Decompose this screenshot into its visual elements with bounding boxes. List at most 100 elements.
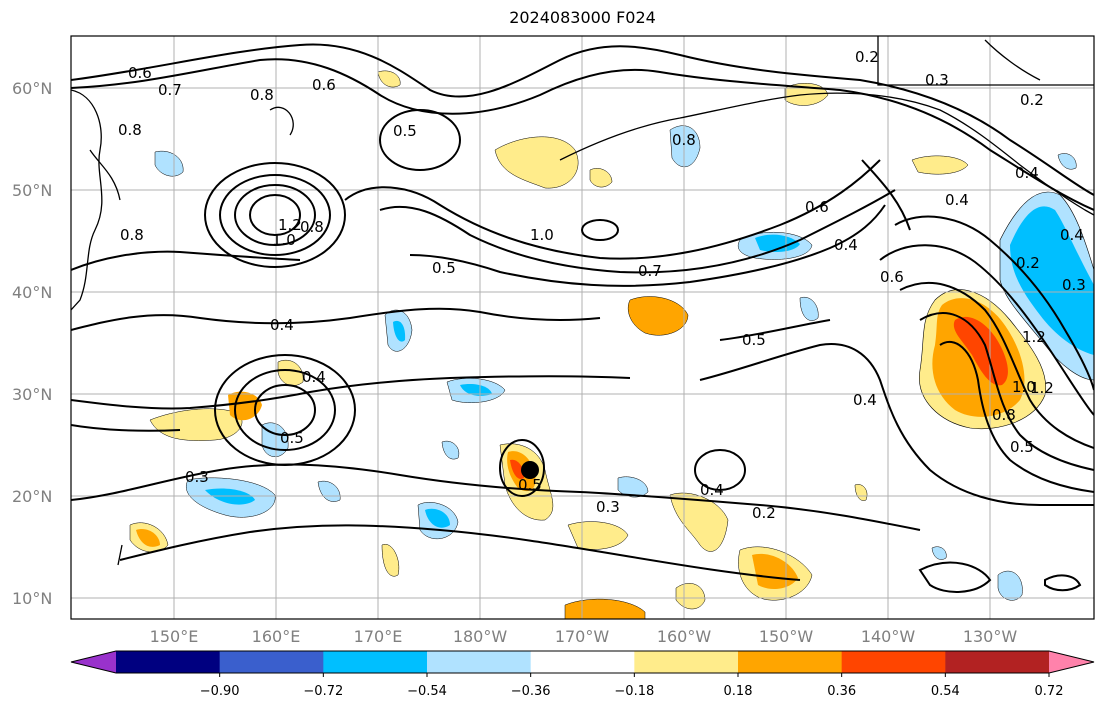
lon-label: 140°W <box>861 627 916 646</box>
contour-label: 1.0 <box>1012 378 1036 396</box>
contour-label: 0.6 <box>128 64 152 82</box>
contour-label: 0.6 <box>805 198 829 216</box>
contour-label: 0.4 <box>302 368 326 386</box>
shaded-patch <box>510 459 525 480</box>
contour-label: 0.8 <box>300 218 324 236</box>
shaded-patch <box>377 70 401 88</box>
shaded-patch <box>425 508 450 528</box>
contour-label: 0.5 <box>742 331 766 349</box>
lat-label: 50°N <box>12 181 52 200</box>
lat-label: 60°N <box>12 79 52 98</box>
contour-label: 0.4 <box>1060 226 1084 244</box>
shaded-patch <box>381 543 400 577</box>
colorbar: −0.90 −0.72 −0.54 −0.36 −0.18 0.18 0.36 0.54 0.7… <box>70 650 1095 699</box>
shaded-patch <box>997 570 1023 601</box>
shaded-patch <box>564 598 646 619</box>
shaded-patch <box>854 484 868 501</box>
contour-labels: 0.6 0.7 0.8 0.8 0.6 0.5 0.2 0.3 0.2 0.4 … <box>118 48 1086 522</box>
shaded-patch <box>149 408 243 441</box>
colorbar-tick-label: 0.36 <box>827 684 856 699</box>
shaded-patch <box>799 296 819 321</box>
contour-label: 0.5 <box>432 259 456 277</box>
contour-label: 1.0 <box>530 226 554 244</box>
contour-label: 0.4 <box>700 481 724 499</box>
shaded-patch <box>277 359 304 386</box>
colorbar-tick-label: −0.90 <box>200 684 240 699</box>
lon-label: 170°E <box>354 627 403 646</box>
lon-label: 160°E <box>252 627 301 646</box>
coastlines <box>71 36 1094 566</box>
contour-label: 0.8 <box>118 121 142 139</box>
contour-label: 0.4 <box>270 316 294 334</box>
colorbar-segment <box>634 651 739 673</box>
longitude-labels: 150°E 160°E 170°E 180°W 170°W 160°W 150°… <box>150 627 1018 646</box>
contour-label: 0.5 <box>280 429 304 447</box>
colorbar-segment <box>945 651 1050 673</box>
contour-label: 0.7 <box>158 81 182 99</box>
shaded-patch <box>154 150 184 177</box>
contour-label: 0.4 <box>1015 164 1039 182</box>
lon-label: 150°E <box>150 627 199 646</box>
shaded-patch <box>205 488 255 505</box>
gridlines <box>71 36 1094 619</box>
colorbar-tick-label: −0.18 <box>614 684 654 699</box>
shaded-patch <box>1057 153 1077 170</box>
colorbar-min-extension <box>71 651 116 673</box>
contour-label: 0.5 <box>393 122 417 140</box>
contour-label: 0.7 <box>638 262 662 280</box>
lat-label: 20°N <box>12 487 52 506</box>
colorbar-segment <box>116 651 221 673</box>
map-content <box>71 36 1094 619</box>
shaded-patch <box>755 234 800 252</box>
contour-label: 0.3 <box>925 71 949 89</box>
colorbar-tick-label: 0.54 <box>931 684 960 699</box>
shaded-patch <box>393 320 406 342</box>
colorbar-segment <box>530 651 635 673</box>
contour-label: 0.8 <box>120 226 144 244</box>
contour-label: 1.0 <box>272 231 296 249</box>
lon-label: 180°W <box>453 627 508 646</box>
latitude-labels: 60°N 50°N 40°N 30°N 20°N 10°N <box>12 79 52 608</box>
colorbar-segment <box>427 651 532 673</box>
lon-label: 170°W <box>555 627 610 646</box>
contour-label: 0.6 <box>312 76 336 94</box>
shaded-patch <box>675 583 706 610</box>
contour-label: 1.2 <box>1030 379 1054 397</box>
lat-label: 40°N <box>12 283 52 302</box>
contour-label: 0.4 <box>945 191 969 209</box>
colorbar-tick-label: −0.36 <box>511 684 551 699</box>
contour-label: 0.3 <box>596 498 620 516</box>
contour-label: 1.2 <box>1022 328 1046 346</box>
shaded-patch <box>931 546 947 560</box>
lat-label: 10°N <box>12 589 52 608</box>
shaded-patch <box>627 296 689 336</box>
shaded-patch <box>911 155 969 175</box>
colorbar-tick-label: 0.18 <box>724 684 753 699</box>
lat-label: 30°N <box>12 385 52 404</box>
colorbar-tick-label: 0.72 <box>1035 684 1064 699</box>
shaded-patch <box>494 136 579 189</box>
contour-label: 0.5 <box>1010 438 1034 456</box>
colorbar-segment <box>841 651 946 673</box>
contour-label: 0.2 <box>855 48 879 66</box>
contour-label: 0.8 <box>672 131 696 149</box>
contour-label: 0.2 <box>1016 254 1040 272</box>
contour-label: 1.2 <box>278 216 302 234</box>
contour-label: 0.3 <box>185 468 209 486</box>
contour-lines <box>71 43 1094 593</box>
contour-label: 0.5 <box>518 476 542 494</box>
contour-label: 0.2 <box>1020 91 1044 109</box>
shaded-patch <box>441 440 460 460</box>
contour-label: 0.2 <box>752 504 776 522</box>
lon-label: 130°W <box>963 627 1018 646</box>
contour-label: 0.3 <box>1062 276 1086 294</box>
colorbar-segment <box>219 651 324 673</box>
contour-label: 0.6 <box>880 268 904 286</box>
colorbar-segment <box>738 651 843 673</box>
shaded-patch <box>589 168 613 188</box>
contour-label: 0.4 <box>853 391 877 409</box>
map-title: 2024083000 F024 <box>509 8 656 27</box>
map-frame <box>70 35 1095 620</box>
colorbar-outline <box>70 650 1095 674</box>
colorbar-tick-label: −0.54 <box>407 684 447 699</box>
